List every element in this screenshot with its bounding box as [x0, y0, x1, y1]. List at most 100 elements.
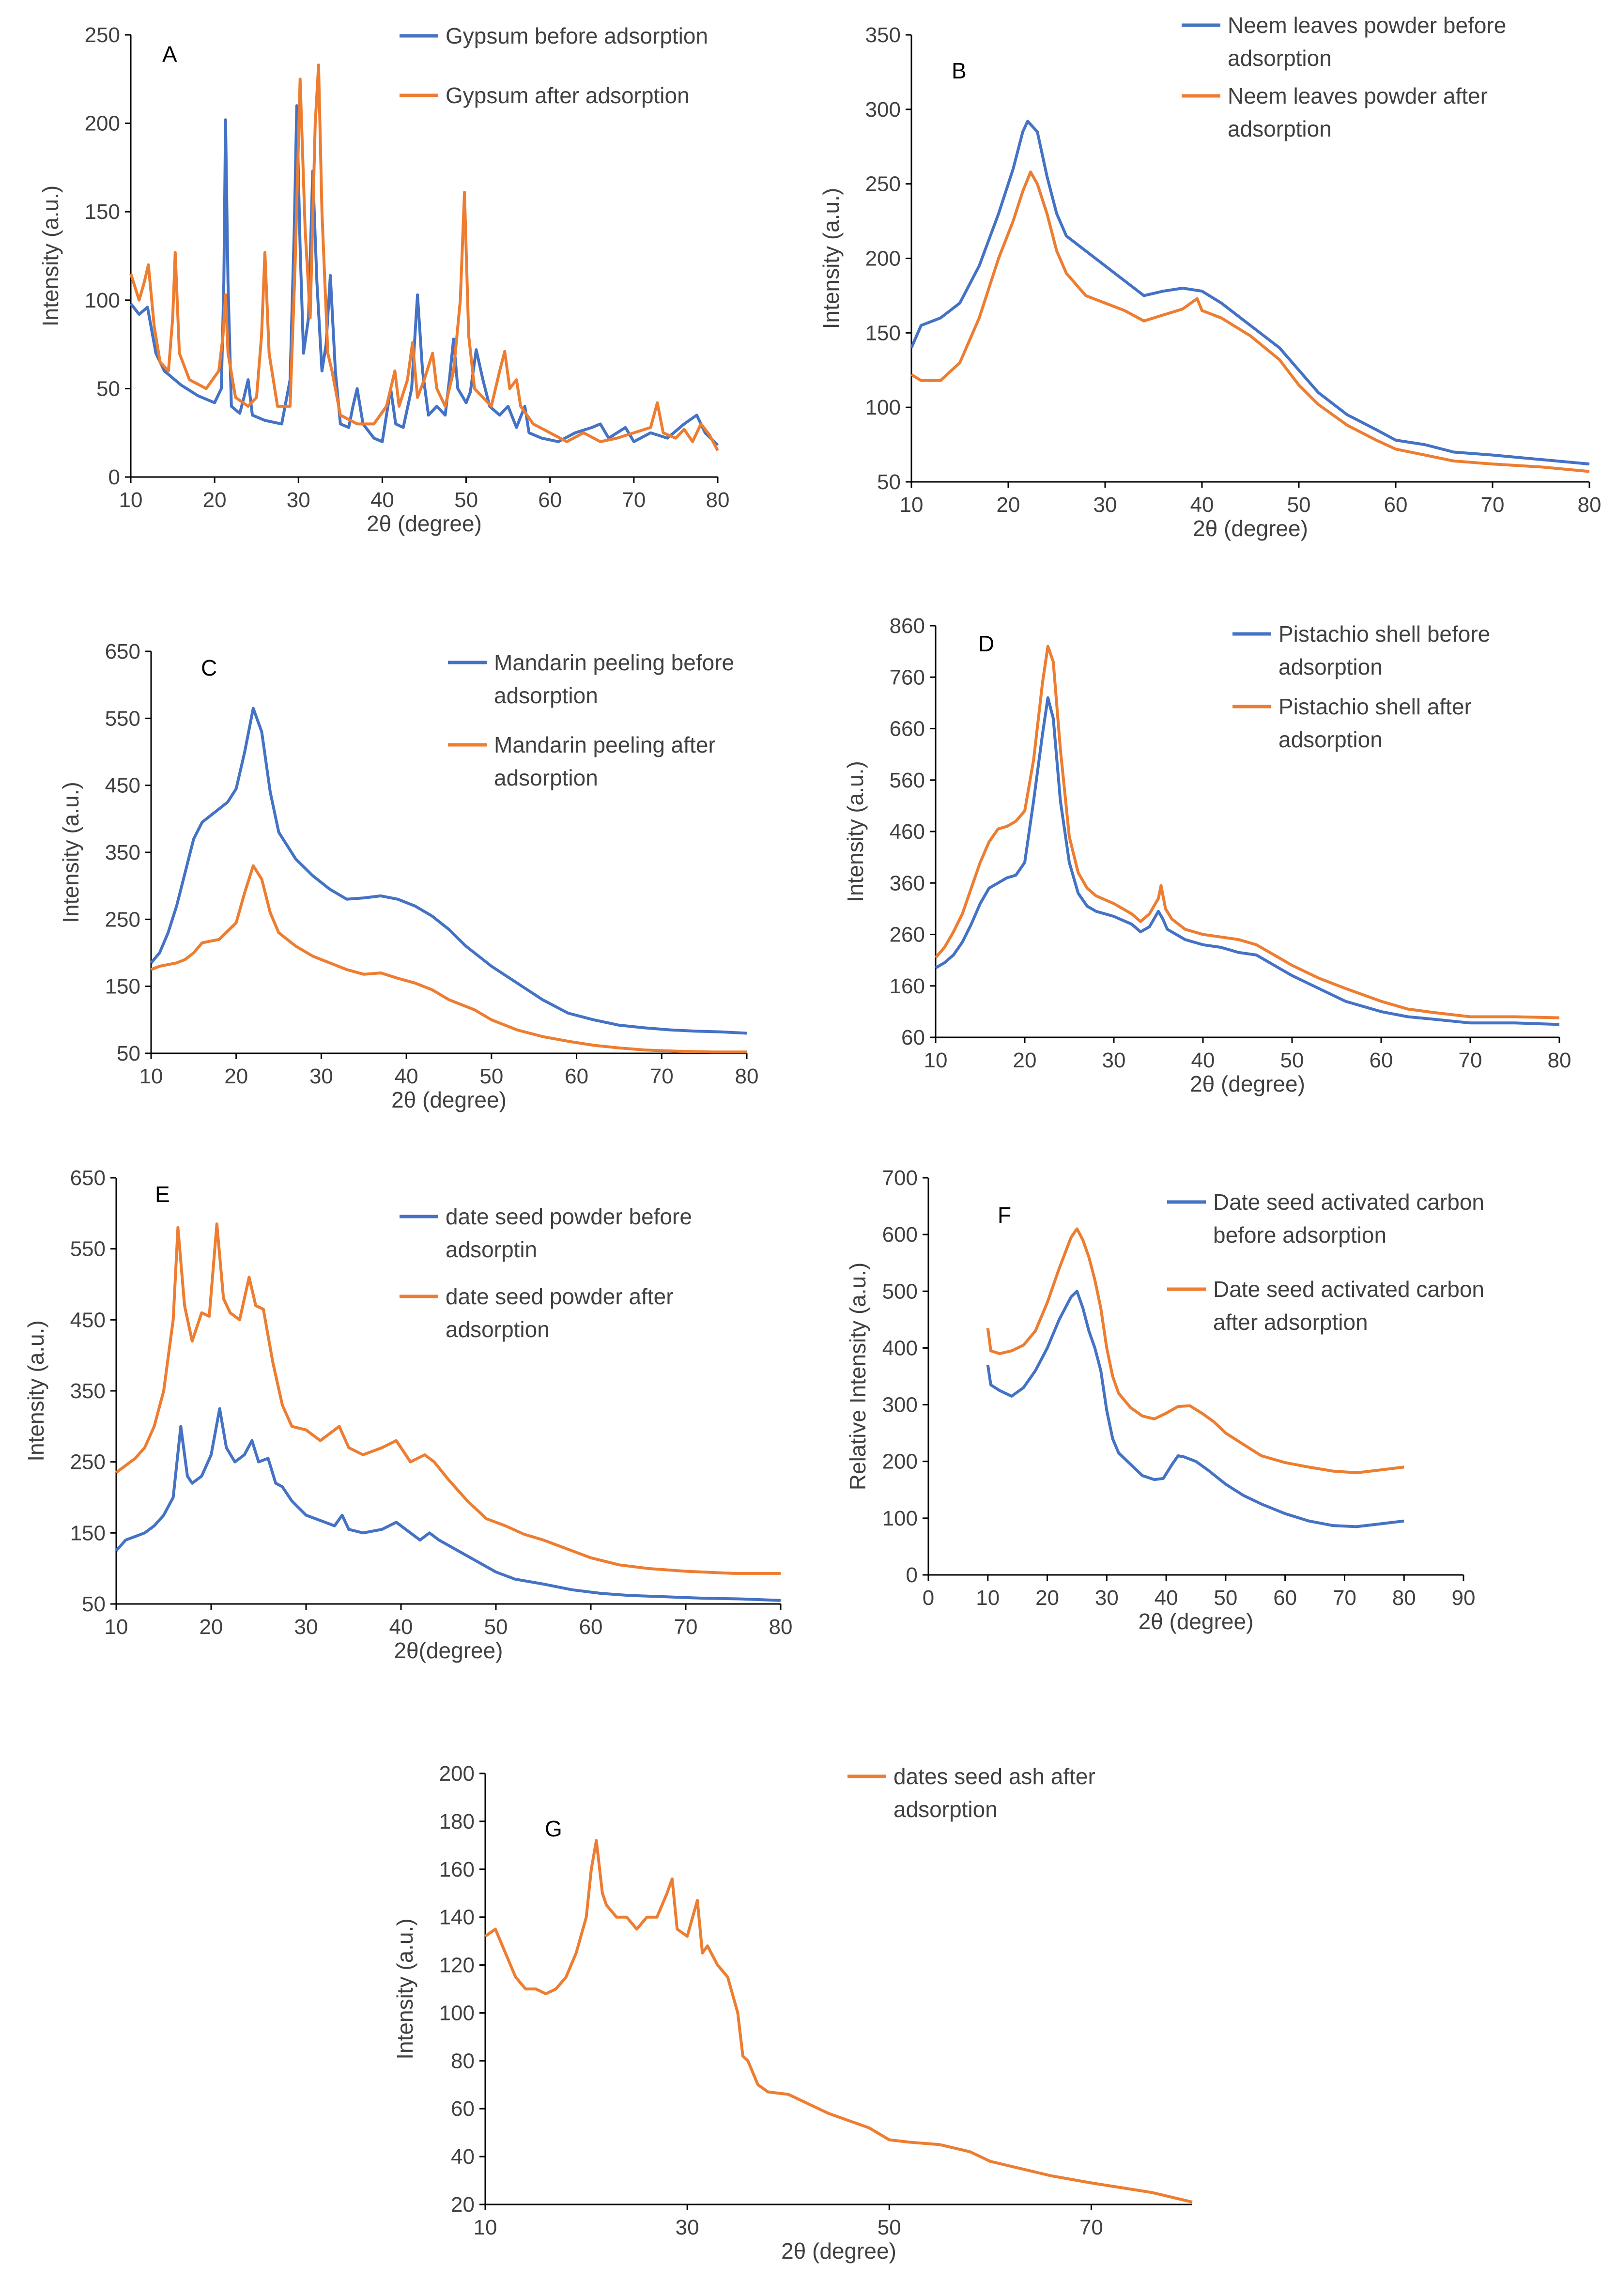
chart-a: 0 50 100 150 200 250 10 20 30 40 50 60 70 80 2θ (degre…: [38, 23, 729, 536]
y-tick-label: 400: [882, 1336, 918, 1360]
x-tick-label: 20: [224, 1064, 248, 1088]
x-tick-label: 90: [1452, 1586, 1476, 1610]
series-line-before: [986, 1290, 1404, 1528]
y-tick-label: 100: [882, 1507, 918, 1530]
y-tick-label: 860: [890, 614, 925, 638]
y-tick-label: 450: [105, 774, 140, 798]
series-line-after: [150, 864, 747, 1054]
legend-entry: Pistachio shell before adsorption: [1278, 621, 1490, 679]
x-tick-label: 70: [674, 1615, 698, 1639]
x-tick-label: 50: [1287, 493, 1311, 517]
x-tick-label: 30: [294, 1615, 318, 1639]
y-tick-label: 760: [890, 665, 925, 689]
x-tick-label: 80: [1578, 493, 1602, 517]
y-tick-label: 350: [865, 23, 901, 47]
y-tick-label: 660: [890, 717, 925, 741]
x-tick-label: 30: [1095, 1586, 1119, 1610]
x-axis-title: 2θ (degree): [391, 1087, 507, 1112]
x-tick-label: 10: [924, 1048, 948, 1072]
y-axis-title: Intensity (a.u.): [23, 1320, 48, 1461]
panel-label: F: [998, 1202, 1011, 1228]
x-tick-label: 60: [1384, 493, 1408, 517]
x-tick-label: 30: [287, 488, 310, 512]
x-tick-label: 10: [976, 1586, 1000, 1610]
x-tick-label: 50: [484, 1615, 508, 1639]
y-tick-label: 80: [451, 2049, 475, 2073]
legend-entry: date seed powder after adsorption: [446, 1284, 674, 1342]
x-tick-label: 50: [479, 1064, 503, 1088]
series-line-before: [935, 696, 1560, 1026]
legend-entry: Date seed activated carbon after adsorpti…: [1213, 1277, 1484, 1335]
panel-label: B: [952, 58, 967, 83]
x-tick-label: 40: [1191, 1048, 1215, 1072]
x-tick-label: 70: [622, 488, 646, 512]
y-tick-label: 200: [882, 1450, 918, 1474]
x-tick-label: 80: [735, 1064, 759, 1088]
series-line-after: [115, 1222, 781, 1575]
x-tick-label: 70: [1459, 1048, 1482, 1072]
y-axis-title: Intensity (a.u.): [58, 782, 83, 923]
y-tick-label: 140: [439, 1906, 475, 1929]
y-tick-label: 250: [865, 172, 901, 196]
chart-c: 50 150 250 350 450 550 650 10 20 30 40 50 60 70 80 2θ (…: [58, 640, 758, 1112]
x-tick-label: 10: [139, 1064, 163, 1088]
series-line-after: [934, 645, 1560, 1019]
legend-entry: Gypsum before adsorption: [446, 23, 708, 48]
y-tick-label: 300: [865, 98, 901, 122]
x-tick-label: 60: [565, 1064, 588, 1088]
x-axis-title: 2θ (degree): [1139, 1609, 1254, 1634]
y-tick-label: 550: [70, 1237, 106, 1261]
panel-label: E: [155, 1182, 170, 1207]
x-tick-label: 20: [1035, 1586, 1059, 1610]
y-axis-title: Intensity (a.u.): [843, 761, 868, 902]
y-tick-label: 100: [85, 289, 120, 312]
panel-label: C: [201, 655, 217, 680]
series-line-after: [129, 63, 719, 451]
legend-entry: Mandarin peeling before adsorption: [494, 650, 734, 708]
x-tick-label: 10: [474, 2216, 497, 2239]
panel-label: D: [978, 631, 994, 656]
chart-f: 0 100 200 300 400 500 600 700 0 10 20 30 40 50 60 70 80 9…: [845, 1166, 1484, 1634]
x-tick-label: 60: [538, 488, 562, 512]
x-tick-label: 60: [1370, 1048, 1393, 1072]
legend-entry: date seed powder before adsorptin: [446, 1204, 692, 1262]
y-axis-title: Relative Intensity (a.u.): [845, 1263, 870, 1490]
x-tick-label: 30: [1102, 1048, 1126, 1072]
y-tick-label: 100: [865, 396, 901, 419]
y-axis-title: Intensity (a.u.): [392, 1918, 417, 2059]
x-tick-label: 10: [105, 1615, 128, 1639]
y-tick-label: 200: [439, 1762, 475, 1786]
x-tick-label: 80: [1392, 1586, 1416, 1610]
y-axis-title: Intensity (a.u.): [38, 185, 63, 326]
y-tick-label: 60: [901, 1026, 925, 1049]
x-tick-label: 80: [1548, 1048, 1571, 1072]
series-line-before: [129, 104, 719, 447]
x-tick-label: 70: [650, 1064, 674, 1088]
series-line-before: [150, 707, 747, 1035]
panel-label: A: [162, 42, 177, 67]
y-tick-label: 250: [105, 908, 140, 931]
panel-label: G: [545, 1816, 562, 1841]
x-tick-label: 30: [1093, 493, 1117, 517]
y-tick-label: 450: [70, 1308, 106, 1332]
x-tick-label: 40: [1155, 1586, 1178, 1610]
x-axis-title: 2θ (degree): [367, 511, 482, 536]
y-tick-label: 250: [70, 1450, 106, 1474]
legend-entry: Neem leaves powder before adsorption: [1228, 13, 1506, 71]
y-tick-label: 350: [70, 1379, 106, 1403]
y-tick-label: 560: [890, 769, 925, 792]
x-tick-label: 30: [309, 1064, 333, 1088]
x-tick-label: 20: [203, 488, 227, 512]
legend-entry: Pistachio shell after adsorption: [1278, 694, 1472, 752]
y-tick-label: 150: [865, 321, 901, 345]
x-tick-label: 50: [454, 488, 478, 512]
series-line-after: [986, 1227, 1404, 1475]
x-tick-label: 20: [200, 1615, 223, 1639]
x-tick-label: 50: [878, 2216, 901, 2239]
chart-d: 60 160 260 360 460 560 660 760 860 10 20 30 40 50 60 70…: [843, 614, 1571, 1096]
y-tick-label: 180: [439, 1810, 475, 1834]
y-tick-label: 250: [85, 23, 120, 47]
legend-entry: Date seed activated carbon before adsorpt…: [1213, 1189, 1484, 1248]
y-tick-label: 50: [877, 470, 901, 494]
